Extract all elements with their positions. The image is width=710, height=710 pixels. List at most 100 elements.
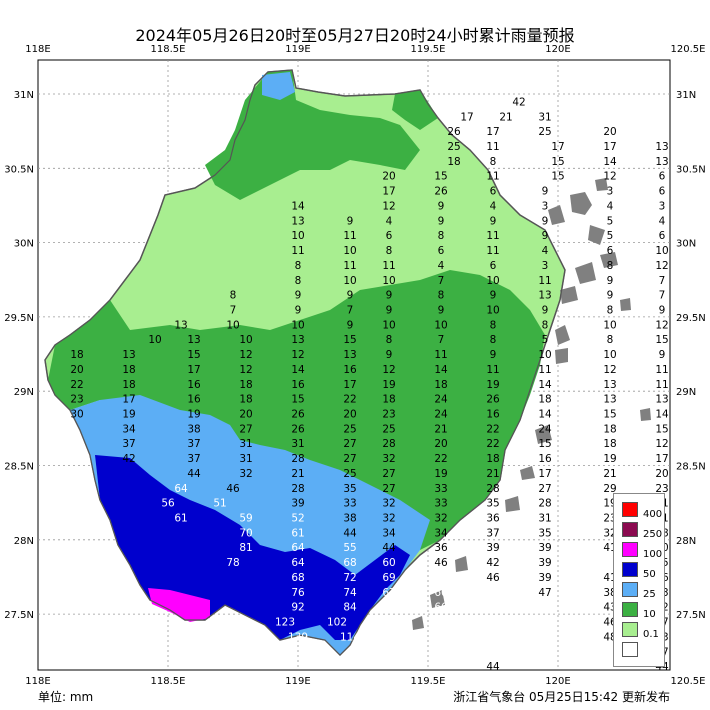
rain-value: 4 [386, 215, 393, 227]
rain-area-10-25-central [48, 270, 545, 550]
rain-value: 10 [603, 319, 616, 331]
rain-value: 37 [122, 438, 135, 450]
rain-value: 44 [382, 542, 396, 554]
lon-label-top: 120E [545, 44, 570, 55]
rain-value: 21 [499, 111, 512, 123]
rain-value: 19 [603, 453, 616, 465]
legend-label: 100 [643, 549, 663, 560]
rain-value: 7 [659, 290, 666, 302]
legend: 400 250 100 50 25 10 0.1 [613, 493, 665, 667]
rain-value: 11 [486, 141, 499, 153]
rain-value: 7 [347, 304, 354, 316]
rain-value: 13 [694, 438, 707, 450]
rain-value: 28 [538, 498, 551, 510]
rain-value: 26 [434, 186, 448, 198]
legend-swatch [622, 622, 638, 637]
rain-value: 20 [694, 513, 707, 525]
province-border [44, 69, 566, 656]
lon-label-top: 119.5E [411, 44, 446, 55]
rain-value: 14 [655, 408, 669, 420]
rain-value: 9 [386, 290, 393, 302]
rain-value: 10 [239, 334, 252, 346]
rain-value: 22 [486, 423, 499, 435]
legend-swatch [622, 602, 638, 617]
rain-value: 9 [542, 215, 549, 227]
rain-value: 18 [239, 394, 252, 406]
rain-value: 11 [343, 260, 356, 272]
rain-value: 13 [655, 141, 668, 153]
lon-label-top: 118.5E [151, 44, 186, 55]
rain-value: 13 [694, 379, 707, 391]
rain-value: 12 [239, 349, 252, 361]
rain-value: 9 [607, 275, 614, 287]
rain-value: 8 [438, 230, 445, 242]
rain-value: 39 [538, 557, 551, 569]
rain-value: 15 [187, 349, 200, 361]
rain-value: 81 [239, 542, 252, 554]
rain-value: 4 [490, 200, 497, 212]
rain-value: 73 [382, 602, 395, 614]
rain-value: 5 [698, 230, 705, 242]
rain-value: 33 [434, 498, 447, 510]
rain-value: 24 [538, 423, 552, 435]
rain-value: 8 [490, 319, 497, 331]
rain-value: 8 [698, 141, 705, 153]
rain-value: 62 [486, 617, 499, 629]
rain-value: 34 [122, 423, 136, 435]
rain-value: 19 [434, 468, 447, 480]
rain-value: 21 [291, 468, 304, 480]
rain-value: 23 [70, 394, 83, 406]
rain-value: 34 [694, 646, 708, 658]
rain-value: 22 [70, 379, 83, 391]
rain-value: 81 [382, 617, 395, 629]
province-rain-areas [44, 69, 651, 657]
lat-label-left: 29N [14, 387, 34, 398]
legend-swatch [622, 522, 638, 537]
rain-value: 13 [538, 290, 551, 302]
rain-value: 23 [382, 408, 395, 420]
rain-value: 25 [343, 468, 356, 480]
lat-label-left: 30.5N [4, 164, 34, 175]
legend-label: 250 [643, 529, 663, 540]
map-title: 2024年05月26日20时至05月27日20时24小时累计雨量预报 [135, 26, 575, 45]
rain-value: 6 [438, 245, 445, 257]
rain-value: 38 [187, 423, 200, 435]
rain-value: 11 [655, 379, 668, 391]
lon-label-bottom: 119.5E [411, 676, 446, 687]
rain-value: 39 [538, 542, 551, 554]
rain-value: 10 [434, 319, 447, 331]
rain-value: 32 [239, 468, 252, 480]
rain-value: 78 [226, 557, 239, 569]
rain-value: 12 [603, 171, 616, 183]
rain-value: 11 [694, 364, 707, 376]
rain-value: 32 [382, 498, 395, 510]
rain-value: 4 [607, 200, 614, 212]
rain-value: 16 [486, 408, 500, 420]
rain-value: 22 [343, 394, 356, 406]
rain-value: 62 [538, 617, 551, 629]
rain-value: 11 [343, 230, 356, 242]
rain-value: 123 [275, 617, 295, 629]
rain-value: 20 [382, 171, 395, 183]
lat-label-right: 31N [676, 90, 696, 101]
rain-value: 19 [122, 408, 135, 420]
rain-value: 10 [343, 245, 356, 257]
rain-value: 17 [603, 141, 616, 153]
lon-label-bottom: 118.5E [151, 676, 186, 687]
rain-value: 11 [486, 230, 499, 242]
rain-value: 18 [694, 498, 707, 510]
rain-value: 13 [174, 319, 187, 331]
rain-value: 5 [542, 334, 549, 346]
rain-value: 72 [343, 572, 356, 584]
rain-value: 31 [239, 453, 252, 465]
rain-value: 44 [343, 527, 357, 539]
rain-value: 20 [694, 483, 707, 495]
rain-value: 13 [187, 334, 200, 346]
rain-value: 61 [486, 631, 499, 643]
rain-value: 29 [603, 483, 616, 495]
rain-value: 10 [382, 275, 395, 287]
lat-label-left: 29.5N [4, 313, 34, 324]
rain-value: 20 [434, 438, 447, 450]
legend-label: 0.1 [643, 629, 659, 640]
rain-value: 4 [542, 245, 549, 257]
